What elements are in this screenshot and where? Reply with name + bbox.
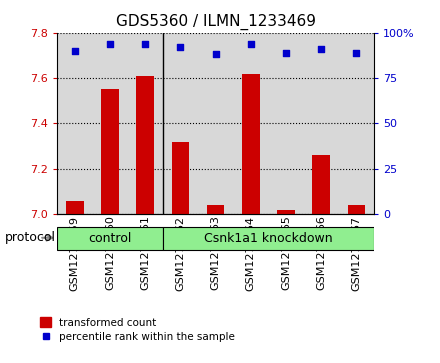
Bar: [242, 74, 260, 214]
Point: [353, 50, 360, 56]
Bar: [136, 76, 154, 214]
Bar: [57, 33, 92, 214]
FancyBboxPatch shape: [57, 227, 163, 250]
Bar: [304, 33, 339, 214]
Point: [212, 52, 219, 57]
Text: control: control: [88, 232, 132, 245]
Bar: [163, 33, 198, 214]
Bar: [66, 201, 84, 214]
Point: [247, 41, 254, 46]
Bar: [172, 142, 189, 214]
FancyBboxPatch shape: [163, 227, 374, 250]
Point: [71, 48, 78, 54]
Bar: [268, 33, 304, 214]
Bar: [92, 33, 128, 214]
Title: GDS5360 / ILMN_1233469: GDS5360 / ILMN_1233469: [116, 14, 315, 30]
Point: [282, 50, 290, 56]
Point: [142, 41, 149, 46]
Text: protocol: protocol: [4, 231, 55, 244]
Point: [318, 46, 325, 52]
Bar: [101, 89, 119, 214]
Bar: [198, 33, 233, 214]
Bar: [207, 205, 224, 214]
Point: [177, 44, 184, 50]
Bar: [233, 33, 268, 214]
Bar: [128, 33, 163, 214]
Point: [106, 41, 114, 46]
Text: Csnk1a1 knockdown: Csnk1a1 knockdown: [204, 232, 333, 245]
Bar: [339, 33, 374, 214]
Bar: [277, 210, 295, 214]
Bar: [312, 155, 330, 214]
Legend: transformed count, percentile rank within the sample: transformed count, percentile rank withi…: [40, 317, 235, 342]
Bar: [348, 205, 365, 214]
